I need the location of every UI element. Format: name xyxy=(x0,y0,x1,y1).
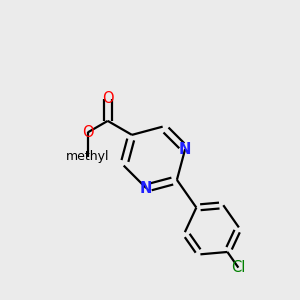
Text: O: O xyxy=(102,91,113,106)
Text: O: O xyxy=(82,125,94,140)
Text: methyl: methyl xyxy=(66,150,110,163)
Text: Cl: Cl xyxy=(231,260,246,275)
Text: N: N xyxy=(179,142,191,157)
Text: N: N xyxy=(140,181,152,196)
